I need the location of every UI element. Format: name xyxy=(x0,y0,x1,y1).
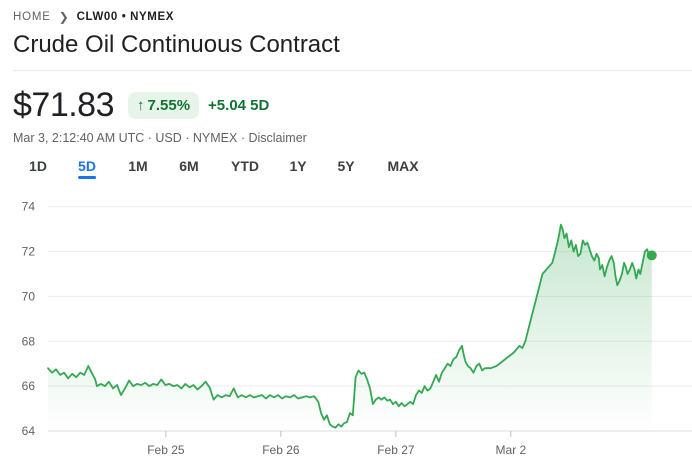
tab-5d[interactable]: 5D xyxy=(78,158,96,179)
y-tick-label: 68 xyxy=(22,334,36,348)
current-price: $71.83 xyxy=(13,86,115,124)
x-tick-label: Feb 26 xyxy=(262,443,300,457)
tab-6m[interactable]: 6M xyxy=(179,158,199,174)
tab-1d[interactable]: 1D xyxy=(29,158,47,174)
y-tick-label: 72 xyxy=(22,245,36,259)
tab-ytd[interactable]: YTD xyxy=(231,158,259,174)
y-tick-label: 70 xyxy=(22,289,36,303)
price-row: $71.83 ↑ 7.55% +5.04 5D xyxy=(13,86,269,125)
series-area xyxy=(48,224,652,431)
tab-1m[interactable]: 1M xyxy=(128,158,148,174)
page-title: Crude Oil Continuous Contract xyxy=(13,31,340,58)
x-tick-label: Feb 27 xyxy=(377,443,415,457)
series-line xyxy=(47,223,653,429)
tab-1y[interactable]: 1Y xyxy=(289,158,307,174)
percent-change-value: 7.55% xyxy=(147,97,191,114)
x-tick-label: Mar 2 xyxy=(496,443,527,457)
breadcrumb: HOME ❯ CLW00 • NYMEX xyxy=(13,10,174,24)
breadcrumb-home-link[interactable]: HOME xyxy=(13,11,51,23)
breadcrumb-symbol: CLW00 • NYMEX xyxy=(76,11,175,23)
tab-5y[interactable]: 5Y xyxy=(337,158,355,174)
percent-change-badge: ↑ 7.55% xyxy=(128,92,200,119)
y-tick-label: 66 xyxy=(22,379,36,393)
arrow-up-icon: ↑ xyxy=(137,97,145,114)
y-tick-label: 74 xyxy=(22,200,36,214)
chevron-right-icon: ❯ xyxy=(58,10,70,24)
divider xyxy=(13,70,692,71)
x-tick-label: Feb 25 xyxy=(147,443,185,457)
disclaimer-link[interactable]: Disclaimer xyxy=(248,131,307,145)
last-price-dot xyxy=(646,250,657,261)
quote-meta: Mar 3, 2:12:40 AM UTC · USD · NYMEX · Di… xyxy=(13,131,307,145)
price-chart[interactable]: 64 66 68 70 72 74 Feb 25 Feb 26 Feb 27 Mar 2 xyxy=(0,195,692,467)
y-tick-label: 64 xyxy=(22,424,36,438)
tab-max[interactable]: MAX xyxy=(387,158,419,174)
quote-meta-text: Mar 3, 2:12:40 AM UTC · USD · NYMEX · xyxy=(13,131,249,145)
absolute-change: +5.04 5D xyxy=(208,97,270,114)
